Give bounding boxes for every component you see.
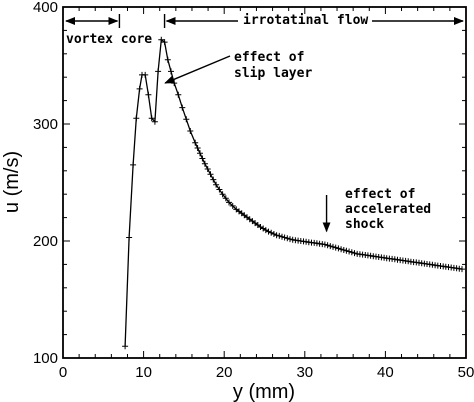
series-marker	[161, 39, 168, 46]
series-marker	[229, 202, 236, 209]
series-marker	[183, 116, 190, 123]
x-axis: 0 10 20 30 40 50 y (mm)	[59, 364, 474, 402]
series-marker	[171, 80, 178, 87]
x-tick-label: 0	[59, 364, 67, 381]
axis-ticks	[62, 6, 467, 359]
series-marker	[207, 171, 214, 178]
x-tick-label: 40	[377, 364, 394, 381]
series-marker	[187, 128, 194, 134]
series-marker	[204, 166, 211, 172]
series-marker	[279, 233, 285, 240]
series-markers	[122, 36, 465, 350]
series-marker	[346, 248, 353, 255]
series-marker	[192, 139, 199, 146]
series-marker	[133, 115, 140, 122]
shock-label-line1: effect of	[345, 187, 415, 202]
y-tick-label: 300	[33, 116, 58, 133]
y-axis: 100 200 300 400 u (m/s)	[1, 0, 58, 367]
series-marker	[284, 235, 291, 242]
series-marker	[126, 234, 133, 241]
series-marker	[210, 176, 217, 183]
series-marker	[122, 343, 129, 350]
series-marker	[130, 161, 137, 168]
slip-layer-arrow	[164, 55, 231, 84]
y-tick-label: 400	[33, 0, 58, 16]
series-marker	[136, 85, 143, 92]
series-marker	[219, 191, 226, 198]
series-marker	[459, 266, 465, 273]
y-tick-labels: 100 200 300 400	[33, 0, 58, 367]
x-axis-title: y (mm)	[233, 381, 295, 402]
series-marker	[265, 228, 272, 235]
shock-label-line3: shock	[345, 217, 384, 232]
series-marker	[321, 241, 328, 248]
series-marker	[179, 104, 186, 111]
slip-layer-label-line1: effect of	[234, 50, 304, 65]
series-marker	[338, 246, 345, 253]
series-marker	[194, 145, 201, 151]
y-tick-label: 100	[33, 350, 58, 367]
x-tick-label: 20	[216, 364, 233, 381]
series-marker	[151, 118, 158, 125]
series-marker	[348, 249, 355, 256]
series-marker	[324, 242, 331, 249]
shock-label-line2: accelerated	[345, 202, 431, 217]
series-marker	[287, 236, 293, 243]
series-marker	[155, 68, 162, 75]
series-marker	[213, 181, 220, 188]
x-tick-label: 50	[458, 364, 474, 381]
y-tick-label: 200	[33, 233, 58, 250]
series-marker	[327, 243, 334, 250]
irrotational-flow-label: irrotatinal flow	[243, 13, 368, 28]
series-marker	[164, 56, 171, 63]
series-marker	[201, 160, 208, 167]
series-marker	[222, 195, 229, 202]
series-marker	[276, 232, 283, 239]
series-marker	[340, 247, 347, 253]
series-marker	[142, 71, 149, 78]
slip-layer-label-line2: slip layer	[234, 66, 312, 81]
series-marker	[197, 150, 203, 157]
annotations: vortex core irrotatinal flow effect of s…	[65, 13, 464, 233]
series-marker	[216, 186, 223, 193]
series-marker	[330, 243, 336, 250]
series-marker	[335, 245, 342, 252]
series-marker	[175, 91, 182, 98]
series-marker	[332, 244, 339, 251]
series-marker	[281, 234, 288, 241]
x-tick-labels: 0 10 20 30 40 50	[59, 364, 474, 381]
series-marker	[268, 229, 275, 236]
series-marker	[168, 68, 174, 75]
series-marker	[199, 155, 206, 162]
series-marker	[270, 231, 277, 237]
series-marker	[273, 232, 280, 239]
x-tick-label: 10	[135, 364, 152, 381]
vortex-core-label: vortex core	[66, 32, 152, 47]
series-marker	[351, 250, 358, 257]
series-marker	[343, 247, 350, 254]
plot-frame	[62, 6, 467, 359]
series-marker	[158, 36, 165, 43]
y-axis-title: u (m/s)	[1, 151, 23, 213]
x-tick-label: 30	[296, 364, 313, 381]
series-marker	[226, 199, 232, 206]
series-marker	[145, 91, 152, 98]
series-marker	[148, 115, 155, 122]
